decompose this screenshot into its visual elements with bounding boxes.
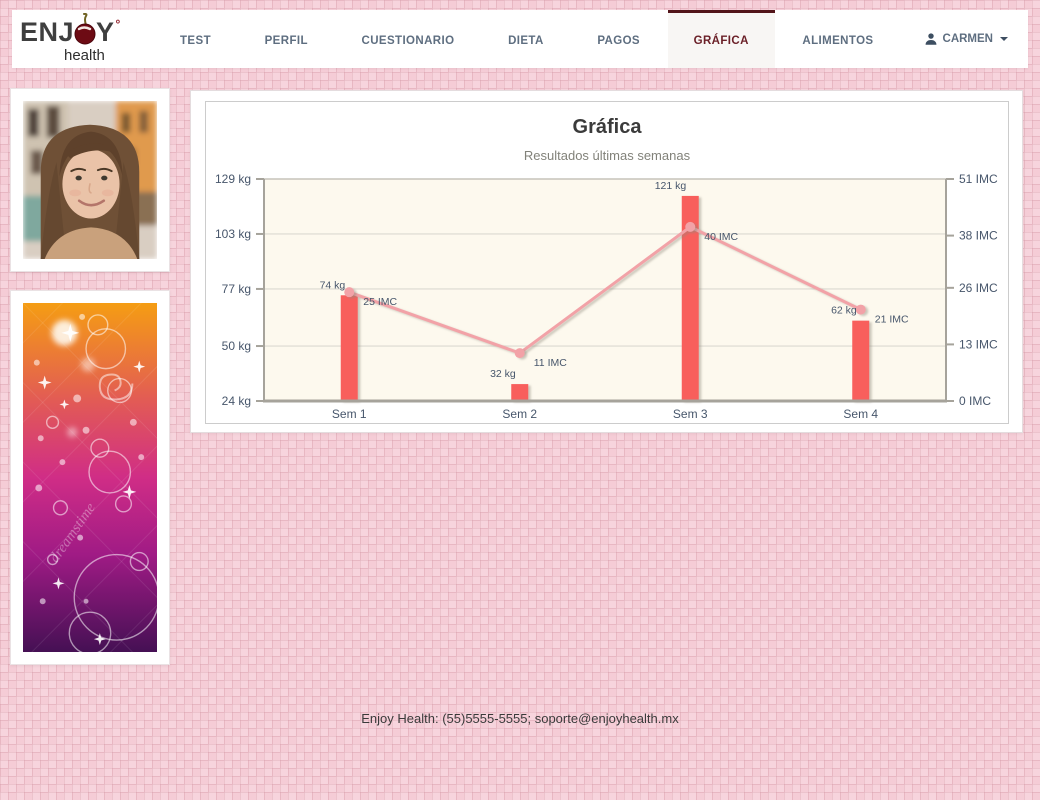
svg-text:51 IMC: 51 IMC — [959, 172, 998, 186]
svg-text:Sem 4: Sem 4 — [843, 407, 878, 421]
nav-item-pagos[interactable]: PAGOS — [597, 34, 640, 47]
decorative-banner-card: dreamstime — [10, 290, 170, 665]
user-name: CARMEN — [942, 33, 993, 45]
svg-text:24 kg: 24 kg — [222, 394, 251, 408]
logo-health-text: health — [63, 46, 105, 64]
nav-items: TEST PERFIL CUESTIONARIO DIETA PAGOS GRÁFICA A… — [154, 10, 906, 68]
chart-subtitle: Resultados últimas semanas — [523, 148, 691, 163]
logo-text-enj: ENJ — [20, 17, 75, 47]
svg-text:40 IMC: 40 IMC — [704, 231, 738, 243]
chart-panel: Gráfica Resultados últimas semanas 129 k… — [205, 101, 1009, 424]
logo-wordmark: ENJ Y ° — [20, 12, 121, 50]
svg-text:26 IMC: 26 IMC — [959, 281, 998, 295]
logo[interactable]: ENJ Y ° health — [12, 10, 154, 68]
chart-title: Gráfica — [572, 116, 642, 138]
svg-text:Sem 2: Sem 2 — [502, 407, 537, 421]
svg-text:121 kg: 121 kg — [655, 180, 687, 192]
svg-text:32 kg: 32 kg — [490, 368, 516, 380]
user-icon — [925, 33, 936, 45]
chevron-down-icon — [1000, 37, 1008, 41]
bubbles-banner-image: dreamstime — [23, 303, 157, 652]
svg-text:38 IMC: 38 IMC — [959, 229, 998, 243]
svg-text:103 kg: 103 kg — [215, 227, 251, 241]
nav-item-alimentos[interactable]: ALIMENTOS — [802, 34, 874, 47]
svg-text:62 kg: 62 kg — [831, 305, 857, 317]
cherry-icon — [74, 12, 96, 44]
svg-text:0 IMC: 0 IMC — [959, 394, 991, 408]
logo-degree: ° — [115, 16, 121, 31]
svg-text:21 IMC: 21 IMC — [875, 314, 909, 326]
svg-text:74 kg: 74 kg — [320, 279, 346, 291]
profile-photo — [23, 101, 157, 259]
svg-text:Sem 3: Sem 3 — [673, 407, 708, 421]
main-content-card: Gráfica Resultados últimas semanas 129 k… — [190, 90, 1023, 433]
logo-text-y: Y — [96, 17, 115, 47]
nav-item-grafica[interactable]: GRÁFICA — [667, 10, 775, 68]
svg-text:13 IMC: 13 IMC — [959, 337, 998, 351]
footer-contact-text: Enjoy Health: (55)5555-5555; soporte@enj… — [361, 711, 679, 726]
weight-imc-chart: 129 kg 103 kg 77 kg 50 kg 24 kg 51 IMC 38 IMC 2… — [215, 172, 998, 421]
svg-text:77 kg: 77 kg — [222, 282, 251, 296]
nav-item-test[interactable]: TEST — [180, 34, 211, 47]
profile-photo-card — [10, 88, 170, 272]
nav-item-cuestionario[interactable]: CUESTIONARIO — [361, 34, 455, 47]
svg-text:50 kg: 50 kg — [222, 339, 251, 353]
nav-item-dieta[interactable]: DIETA — [508, 34, 544, 47]
svg-text:129 kg: 129 kg — [215, 172, 251, 186]
svg-text:11 IMC: 11 IMC — [534, 357, 567, 369]
svg-text:Sem 1: Sem 1 — [332, 407, 367, 421]
navbar: ENJ Y ° health TEST PERFIL CUESTIONARIO DIE… — [12, 10, 1028, 68]
user-menu[interactable]: CARMEN — [906, 10, 1028, 68]
nav-item-perfil[interactable]: PERFIL — [264, 34, 308, 47]
svg-text:25 IMC: 25 IMC — [363, 296, 397, 308]
